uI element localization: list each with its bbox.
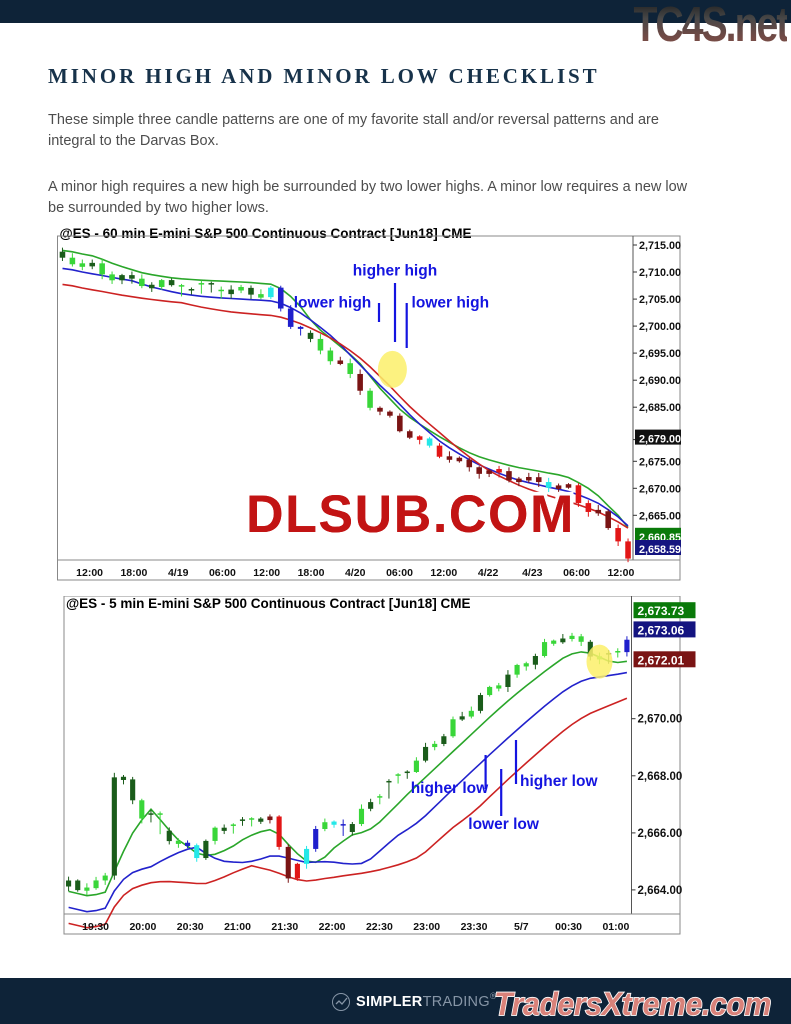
- svg-text:2,673.73: 2,673.73: [638, 604, 685, 618]
- svg-text:21:00: 21:00: [224, 921, 251, 933]
- svg-text:4/22: 4/22: [478, 567, 499, 579]
- svg-text:2,664.00: 2,664.00: [638, 885, 683, 897]
- svg-text:lower low: lower low: [468, 816, 540, 833]
- svg-text:00:30: 00:30: [555, 921, 582, 933]
- svg-text:2,700.00: 2,700.00: [639, 321, 681, 333]
- svg-text:18:00: 18:00: [120, 567, 147, 579]
- svg-text:2,670.00: 2,670.00: [638, 714, 683, 726]
- svg-text:23:00: 23:00: [413, 921, 440, 933]
- svg-text:5/7: 5/7: [514, 921, 529, 933]
- svg-text:12:00: 12:00: [253, 567, 280, 579]
- svg-text:2,710.00: 2,710.00: [639, 267, 681, 279]
- svg-text:2,695.00: 2,695.00: [639, 348, 681, 360]
- svg-text:2,705.00: 2,705.00: [639, 294, 681, 306]
- svg-text:2,685.00: 2,685.00: [639, 402, 681, 414]
- svg-text:01:00: 01:00: [602, 921, 629, 933]
- svg-text:12:00: 12:00: [76, 567, 103, 579]
- svg-text:06:00: 06:00: [209, 567, 236, 579]
- svg-text:2,666.00: 2,666.00: [638, 828, 683, 840]
- svg-text:2,665.00: 2,665.00: [639, 510, 681, 522]
- svg-text:higher low: higher low: [520, 773, 598, 790]
- svg-text:21:30: 21:30: [271, 921, 298, 933]
- svg-text:2,668.00: 2,668.00: [638, 771, 683, 783]
- svg-text:4/19: 4/19: [168, 567, 189, 579]
- svg-text:23:30: 23:30: [461, 921, 488, 933]
- svg-text:22:30: 22:30: [366, 921, 393, 933]
- svg-text:@ES - 60 min E-mini S&P 500 C: @ES - 60 min E-mini S&P 500 Continuous C…: [60, 228, 472, 241]
- svg-text:19:30: 19:30: [82, 921, 109, 933]
- svg-text:2,673.06: 2,673.06: [638, 623, 685, 637]
- svg-text:2,670.00: 2,670.00: [639, 483, 681, 495]
- svg-text:06:00: 06:00: [563, 567, 590, 579]
- svg-text:lower high: lower high: [412, 294, 490, 311]
- svg-text:4/23: 4/23: [522, 567, 543, 579]
- svg-text:2,690.00: 2,690.00: [639, 375, 681, 387]
- svg-text:06:00: 06:00: [386, 567, 413, 579]
- svg-text:20:00: 20:00: [129, 921, 156, 933]
- svg-text:20:30: 20:30: [177, 921, 204, 933]
- svg-text:2,715.00: 2,715.00: [639, 240, 681, 252]
- svg-text:12:00: 12:00: [607, 567, 634, 579]
- svg-text:12:00: 12:00: [430, 567, 457, 579]
- svg-text:higher high: higher high: [353, 262, 437, 279]
- svg-text:lower high: lower high: [294, 294, 372, 311]
- svg-text:@ES - 5 min E-mini S&P 500 Co: @ES - 5 min E-mini S&P 500 Continuous Co…: [66, 596, 470, 611]
- svg-text:22:00: 22:00: [319, 921, 346, 933]
- svg-text:DLSUB.COM: DLSUB.COM: [246, 486, 575, 544]
- svg-text:2,675.00: 2,675.00: [639, 456, 681, 468]
- svg-text:4/20: 4/20: [345, 567, 366, 579]
- svg-text:2,658.59: 2,658.59: [639, 544, 681, 556]
- svg-text:2,679.00: 2,679.00: [639, 434, 681, 446]
- svg-text:higher low: higher low: [411, 780, 489, 797]
- svg-text:18:00: 18:00: [298, 567, 325, 579]
- svg-text:2,672.01: 2,672.01: [638, 653, 685, 667]
